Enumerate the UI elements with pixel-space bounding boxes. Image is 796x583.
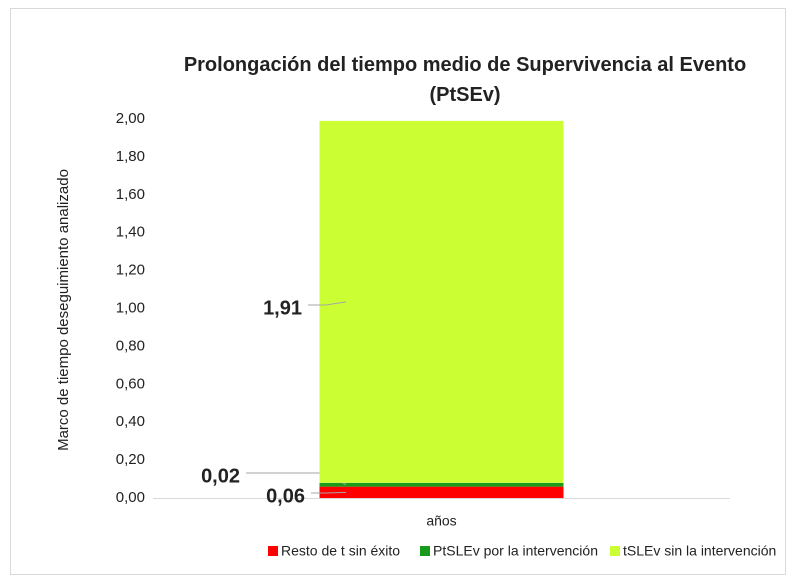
data-label: 0,06: [266, 485, 305, 507]
y-tick-label: 1,20: [116, 262, 145, 279]
leader-line: [308, 301, 347, 306]
legend-swatch: [268, 546, 278, 556]
y-tick-label: 1,60: [116, 186, 145, 203]
bar-segment: [319, 486, 564, 498]
legend-label: Resto de t sin éxito: [281, 543, 400, 559]
chart-title: Prolongación del tiempo medio de Supervi…: [183, 54, 747, 106]
data-label: 0,02: [201, 465, 240, 487]
legend-label: tSLEv sin la intervención: [623, 543, 776, 559]
y-tick-label: 0,40: [116, 413, 145, 430]
x-tick-label: años: [426, 513, 456, 529]
bar-segment: [319, 120, 564, 483]
y-tick-label: 1,80: [116, 148, 145, 165]
bar-segment: [319, 482, 564, 487]
legend-swatch: [610, 546, 620, 556]
legend-swatch: [420, 546, 430, 556]
y-axis-title: Marco de tiempo deseguimiento analizado: [55, 169, 72, 451]
y-tick-label: 1,40: [116, 224, 145, 241]
data-label: 1,91: [263, 297, 302, 319]
legend-label: PtSLEv por la intervención: [433, 543, 598, 559]
y-tick-label: 0,20: [116, 451, 145, 468]
y-tick-label: 0,60: [116, 375, 145, 392]
y-tick-label: 2,00: [116, 110, 145, 127]
y-tick-label: 0,00: [116, 489, 145, 506]
leader-line: [311, 491, 347, 494]
y-tick-label: 0,80: [116, 337, 145, 354]
y-tick-label: 1,00: [116, 299, 145, 316]
